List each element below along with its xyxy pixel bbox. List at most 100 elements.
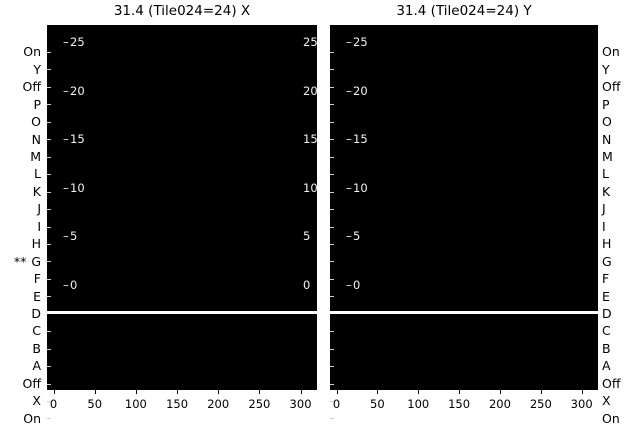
category-tick-left-7 bbox=[47, 174, 51, 175]
x-tick-right-200 bbox=[499, 390, 501, 394]
inner-y-tick-value: 10 bbox=[70, 180, 85, 195]
category-tick-right-8 bbox=[330, 192, 334, 193]
category-tick-left-3 bbox=[47, 104, 51, 105]
x-tick-label-left-100: 100 bbox=[124, 397, 147, 411]
plot-area-x-main bbox=[47, 25, 317, 311]
x-tick-right-300 bbox=[581, 390, 583, 394]
category-label-right-15: D bbox=[602, 307, 612, 321]
category-tick-right-10 bbox=[330, 227, 334, 228]
inner-y-tick-left-panel-15: –15 bbox=[63, 132, 85, 146]
category-label-text: On bbox=[23, 410, 41, 426]
tick-dash-icon: – bbox=[346, 180, 352, 195]
category-label-text: E bbox=[33, 288, 41, 304]
category-label-left-13: F bbox=[34, 273, 41, 286]
inner-y-tick-left-panel-0: –0 bbox=[63, 278, 77, 292]
category-tick-right-5 bbox=[330, 139, 334, 140]
category-tick-left-16 bbox=[47, 331, 51, 332]
category-label-left-7: L bbox=[34, 168, 41, 181]
category-tick-left-8 bbox=[47, 192, 51, 193]
category-label-text: Off bbox=[22, 375, 41, 391]
category-label-text: M bbox=[30, 148, 41, 164]
category-label-right-21: On bbox=[602, 412, 620, 425]
inner-y-tick-left-panel-20: –20 bbox=[63, 84, 85, 98]
category-tick-left-20 bbox=[47, 401, 51, 402]
category-tick-left-5 bbox=[47, 139, 51, 140]
tick-dash-icon: – bbox=[63, 132, 69, 147]
category-label-left-16: C bbox=[32, 325, 41, 338]
inner-y-tick-value: 25 bbox=[353, 35, 368, 49]
category-tick-left-19 bbox=[47, 384, 51, 385]
category-tick-right-13 bbox=[330, 279, 334, 280]
category-label-text: F bbox=[33, 271, 41, 287]
category-label-text: K bbox=[32, 183, 41, 199]
category-tick-left-21 bbox=[47, 418, 51, 419]
category-label-text: A bbox=[32, 358, 41, 374]
inner-y-tick-left-panel-right-edge-10: 10 bbox=[303, 180, 317, 195]
plot-area-x-lower bbox=[47, 314, 317, 390]
tick-dash-icon: – bbox=[346, 229, 352, 244]
x-tick-label-right-200: 200 bbox=[488, 397, 511, 411]
tick-dash-icon: – bbox=[346, 278, 352, 292]
category-label-text: B bbox=[602, 340, 611, 356]
category-label-right-10: I bbox=[602, 220, 606, 234]
x-tick-label-right-50: 50 bbox=[370, 397, 385, 411]
category-tick-left-10 bbox=[47, 227, 51, 228]
inner-y-tick-left-panel-right-edge-20: 20 bbox=[303, 83, 317, 98]
category-label-text: G bbox=[602, 253, 612, 269]
category-tick-right-19 bbox=[330, 384, 334, 385]
category-label-text: B bbox=[32, 340, 41, 356]
category-tick-left-0 bbox=[47, 52, 51, 53]
category-tick-right-6 bbox=[330, 157, 334, 158]
category-label-left-9: J bbox=[37, 203, 41, 216]
category-label-right-6: M bbox=[602, 148, 613, 164]
category-tick-right-7 bbox=[330, 174, 334, 175]
category-label-text: On bbox=[602, 410, 620, 426]
tick-dash-icon: – bbox=[346, 83, 352, 98]
category-label-right-5: N bbox=[602, 133, 611, 146]
category-label-left-10: I bbox=[37, 220, 41, 234]
category-tick-left-9 bbox=[47, 209, 51, 210]
category-tick-right-17 bbox=[330, 349, 334, 350]
category-label-text: X bbox=[32, 393, 41, 409]
category-label-right-16: C bbox=[602, 325, 611, 338]
category-label-right-2: Off bbox=[602, 81, 620, 94]
category-label-text: C bbox=[602, 323, 611, 339]
category-label-text: C bbox=[32, 323, 41, 339]
inner-y-tick-left-panel-5: –5 bbox=[63, 229, 77, 243]
category-tick-left-4 bbox=[47, 122, 51, 123]
category-tick-left-12 bbox=[47, 261, 51, 262]
category-label-left-20: X bbox=[32, 395, 41, 408]
tick-dash-icon: – bbox=[63, 229, 69, 244]
category-tick-left-6 bbox=[47, 157, 51, 158]
category-label-left-19: Off bbox=[22, 375, 41, 391]
category-tick-right-2 bbox=[330, 87, 334, 88]
x-tick-label-right-300: 300 bbox=[570, 397, 593, 411]
x-tick-right-250 bbox=[540, 390, 542, 394]
category-tick-left-13 bbox=[47, 279, 51, 280]
category-label-right-17: B bbox=[602, 340, 611, 356]
x-tick-left-100 bbox=[135, 390, 137, 394]
category-label-right-18: A bbox=[602, 360, 611, 373]
x-tick-left-300 bbox=[300, 390, 302, 394]
inner-y-tick-right-panel-0: –0 bbox=[346, 278, 360, 292]
category-label-text: M bbox=[602, 148, 613, 164]
category-label-text: G bbox=[31, 253, 41, 269]
panel-title-y: 31.4 (Tile024=24) Y bbox=[396, 3, 532, 19]
category-tick-right-3 bbox=[330, 104, 334, 105]
inner-y-tick-left-panel-right-edge-15: 15 bbox=[303, 132, 317, 147]
inner-y-tick-value: 0 bbox=[70, 278, 78, 292]
category-marker-asterisks: ** bbox=[13, 253, 27, 269]
category-label-text: K bbox=[602, 183, 611, 199]
category-tick-right-11 bbox=[330, 244, 334, 245]
category-tick-right-16 bbox=[330, 331, 334, 332]
inner-y-tick-right-panel-25: –25 bbox=[346, 35, 368, 49]
category-label-text: P bbox=[33, 96, 41, 112]
category-tick-left-11 bbox=[47, 244, 51, 245]
category-label-right-9: J bbox=[602, 203, 606, 216]
plot-area-y-lower bbox=[330, 314, 598, 390]
category-tick-right-4 bbox=[330, 122, 334, 123]
category-label-text: H bbox=[31, 236, 41, 252]
category-label-right-0: On bbox=[602, 46, 620, 59]
category-label-left-0: On bbox=[23, 46, 41, 59]
inner-y-tick-value: 25 bbox=[70, 35, 85, 49]
